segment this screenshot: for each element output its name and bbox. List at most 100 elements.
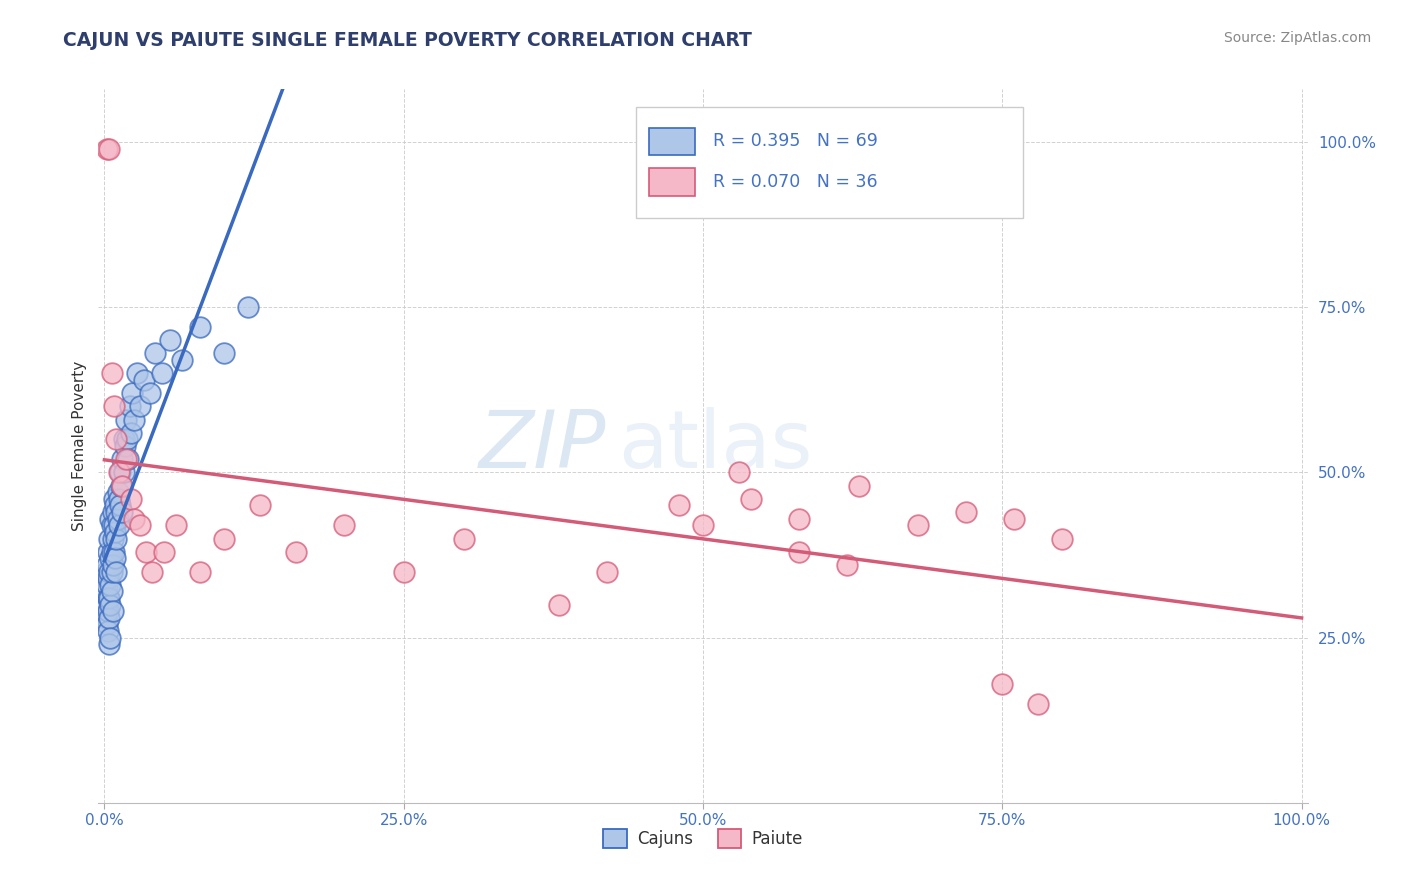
Point bbox=[100, 584, 122, 599]
Text: ZIP: ZIP bbox=[479, 407, 606, 485]
Point bbox=[94, 584, 117, 599]
Point bbox=[121, 386, 143, 401]
Point bbox=[100, 631, 122, 645]
Point bbox=[96, 598, 118, 612]
Point bbox=[143, 346, 166, 360]
Point bbox=[101, 604, 124, 618]
Point bbox=[1050, 532, 1073, 546]
Point bbox=[100, 545, 122, 559]
Point bbox=[955, 505, 977, 519]
Point bbox=[188, 320, 211, 334]
Point bbox=[104, 499, 127, 513]
Point bbox=[94, 565, 117, 579]
Point bbox=[139, 386, 162, 401]
Point bbox=[333, 518, 356, 533]
Point bbox=[107, 466, 129, 480]
Point bbox=[118, 400, 141, 414]
Point bbox=[107, 485, 129, 500]
Point bbox=[453, 532, 475, 546]
Point bbox=[97, 591, 120, 605]
Point bbox=[120, 425, 142, 440]
Point bbox=[787, 511, 810, 525]
Point bbox=[115, 433, 138, 447]
Point bbox=[103, 518, 125, 533]
Point bbox=[97, 545, 120, 559]
Point bbox=[596, 565, 619, 579]
Point bbox=[105, 532, 128, 546]
Point bbox=[114, 439, 136, 453]
FancyBboxPatch shape bbox=[637, 107, 1024, 218]
Point bbox=[107, 518, 129, 533]
Text: CAJUN VS PAIUTE SINGLE FEMALE POVERTY CORRELATION CHART: CAJUN VS PAIUTE SINGLE FEMALE POVERTY CO… bbox=[63, 31, 752, 50]
Point bbox=[120, 491, 142, 506]
Point bbox=[98, 532, 121, 546]
Point bbox=[101, 505, 124, 519]
Point bbox=[104, 524, 127, 539]
Point bbox=[96, 142, 118, 156]
Point bbox=[835, 558, 858, 572]
Point bbox=[188, 565, 211, 579]
Point bbox=[100, 578, 122, 592]
Bar bbox=[648, 169, 695, 195]
Point bbox=[96, 617, 118, 632]
Text: R = 0.395   N = 69: R = 0.395 N = 69 bbox=[713, 132, 877, 150]
Point bbox=[103, 491, 125, 506]
Point bbox=[107, 491, 129, 506]
Point bbox=[212, 346, 235, 360]
Point bbox=[97, 624, 120, 638]
Point bbox=[111, 452, 134, 467]
Point bbox=[236, 300, 259, 314]
Point bbox=[103, 545, 125, 559]
Point bbox=[96, 558, 118, 572]
Text: R = 0.070   N = 36: R = 0.070 N = 36 bbox=[713, 173, 877, 191]
Point bbox=[107, 511, 129, 525]
Point bbox=[212, 532, 235, 546]
Point bbox=[105, 565, 128, 579]
Point bbox=[1026, 697, 1049, 711]
Point bbox=[392, 565, 415, 579]
Point bbox=[96, 578, 118, 592]
Point bbox=[153, 545, 176, 559]
Point bbox=[135, 545, 157, 559]
Point bbox=[172, 353, 194, 368]
Point bbox=[165, 518, 187, 533]
Y-axis label: Single Female Poverty: Single Female Poverty bbox=[72, 361, 87, 531]
Point bbox=[848, 478, 870, 492]
Point bbox=[111, 505, 134, 519]
Point bbox=[103, 400, 125, 414]
Point bbox=[112, 466, 135, 480]
Point bbox=[124, 511, 146, 525]
Point bbox=[129, 400, 152, 414]
Point bbox=[991, 677, 1014, 691]
Point bbox=[100, 511, 122, 525]
Point bbox=[249, 499, 271, 513]
Point bbox=[159, 333, 181, 347]
Point bbox=[100, 598, 122, 612]
Point bbox=[129, 518, 152, 533]
Point bbox=[284, 545, 307, 559]
Point bbox=[111, 478, 134, 492]
Point bbox=[101, 532, 124, 546]
Point bbox=[150, 367, 173, 381]
Point bbox=[740, 491, 762, 506]
Point bbox=[101, 558, 124, 572]
Point bbox=[100, 565, 122, 579]
Point bbox=[105, 433, 128, 447]
Point bbox=[112, 433, 135, 447]
Bar bbox=[648, 128, 695, 155]
Point bbox=[132, 373, 155, 387]
Point bbox=[1002, 511, 1025, 525]
Point bbox=[124, 412, 146, 426]
Point bbox=[105, 505, 128, 519]
Point bbox=[548, 598, 571, 612]
Point bbox=[115, 452, 138, 467]
Point bbox=[108, 499, 131, 513]
Point bbox=[100, 367, 122, 381]
Point bbox=[98, 591, 121, 605]
Point bbox=[117, 452, 139, 467]
Point bbox=[104, 551, 127, 566]
Point bbox=[728, 466, 751, 480]
Point bbox=[110, 478, 132, 492]
Text: Source: ZipAtlas.com: Source: ZipAtlas.com bbox=[1223, 31, 1371, 45]
Point bbox=[907, 518, 929, 533]
